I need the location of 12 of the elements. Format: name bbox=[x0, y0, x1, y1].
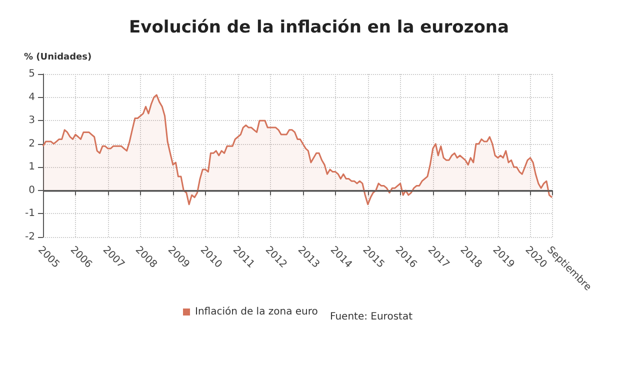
chart-title: Evolución de la inflación en la eurozona bbox=[129, 18, 509, 38]
source-note: Fuente: Eurostat bbox=[330, 312, 413, 322]
y-tick-label: 3 bbox=[28, 115, 35, 126]
y-tick-label: 2 bbox=[28, 138, 35, 150]
legend-label: Inflación de la zona euro bbox=[195, 306, 318, 318]
y-tick-label: -2 bbox=[25, 232, 35, 242]
y-axis-title: % (Unidades) bbox=[24, 52, 92, 62]
y-tick-label: 1 bbox=[28, 162, 35, 173]
y-tick-label: 0 bbox=[28, 184, 35, 196]
y-tick-label: -1 bbox=[25, 208, 35, 220]
y-tick-label: 5 bbox=[28, 68, 35, 80]
y-tick-label: 4 bbox=[28, 92, 35, 103]
